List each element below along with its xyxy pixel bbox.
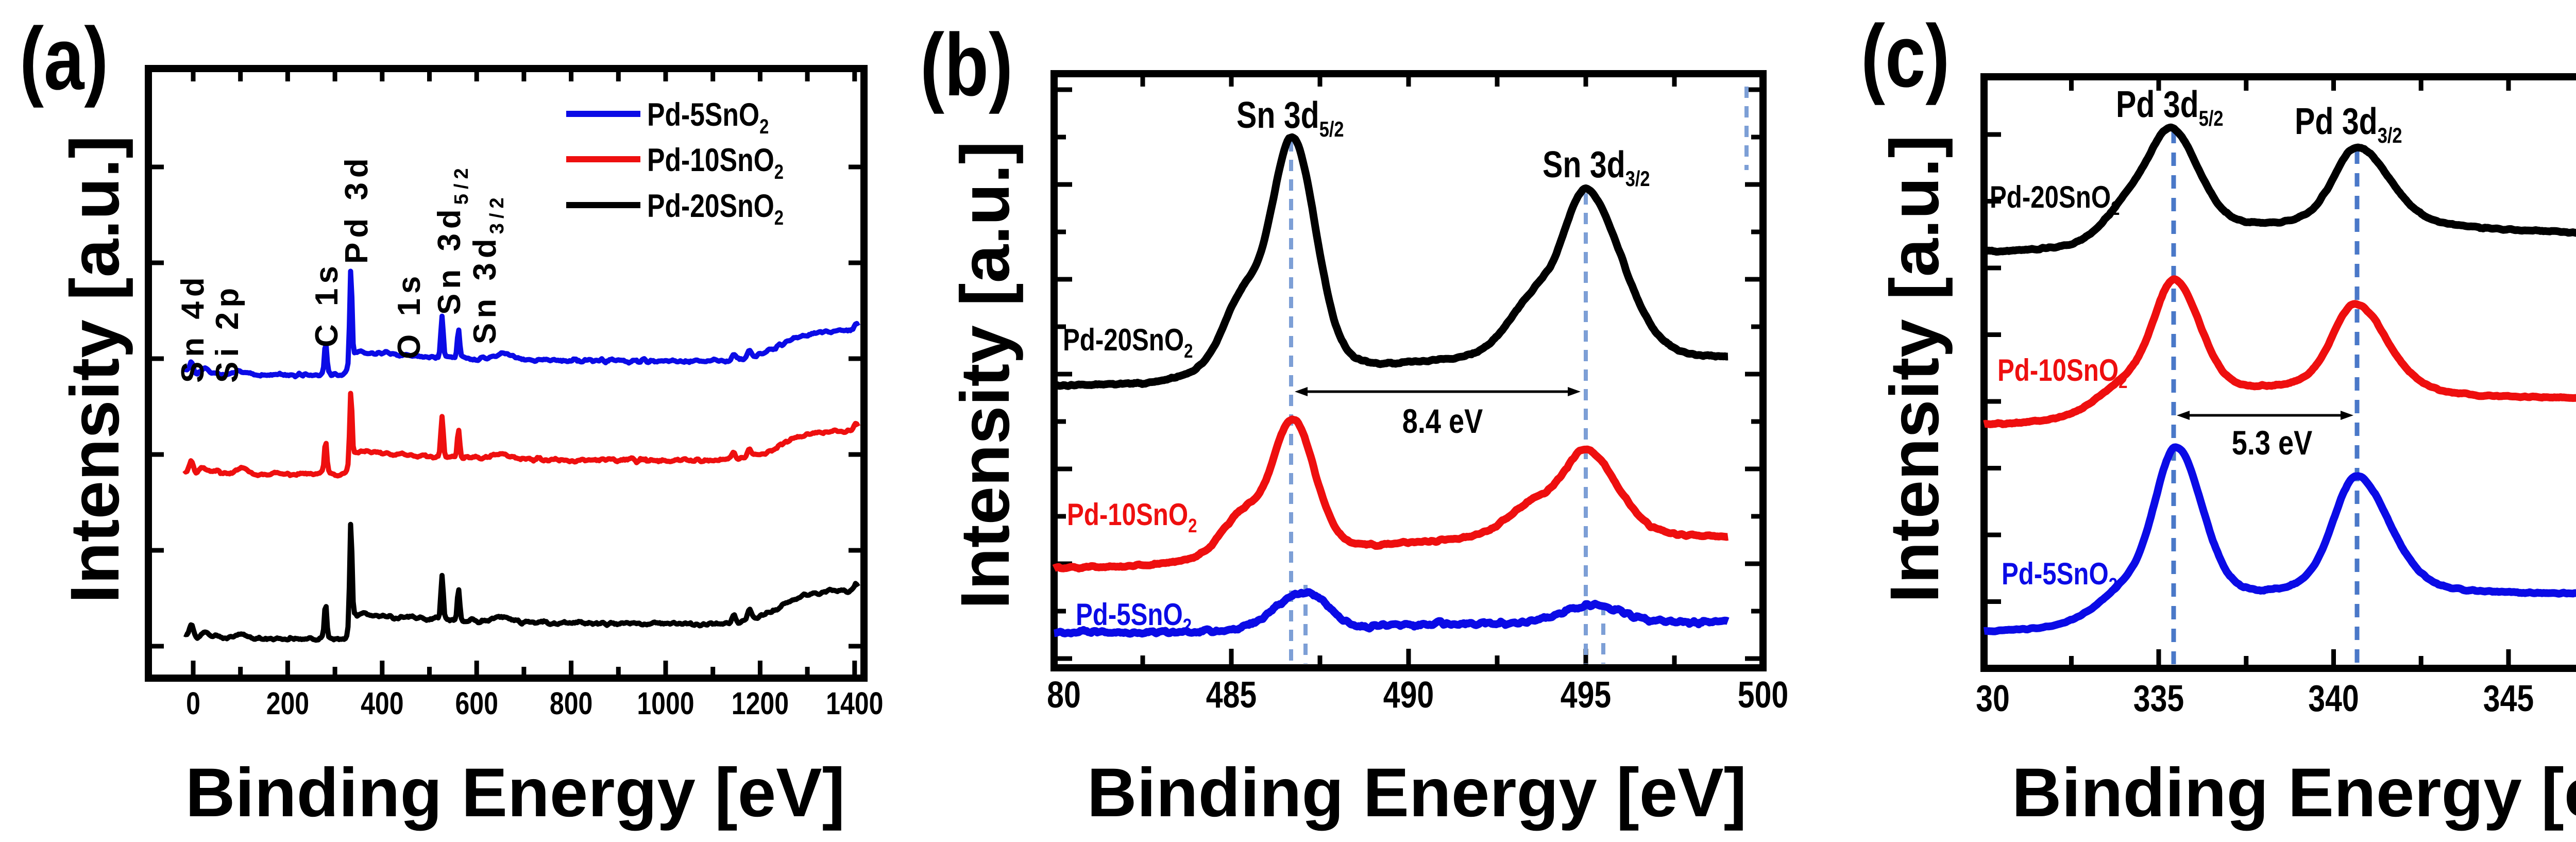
svg-text:800: 800 [550,686,592,721]
svg-text:Intensity [a.u.]: Intensity [a.u.] [57,136,133,603]
svg-text:Sn 3d3/2: Sn 3d3/2 [1543,143,1650,191]
svg-text:8.4 eV: 8.4 eV [1402,402,1483,440]
svg-text:335: 335 [2133,677,2184,719]
svg-text:Binding Energy [eV]: Binding Energy [eV] [1087,754,1747,831]
svg-text:1200: 1200 [732,686,789,721]
svg-text:O 1s: O 1s [392,272,427,359]
svg-text:Pd 3d3/2: Pd 3d3/2 [2295,100,2402,147]
svg-text:30: 30 [1976,677,2010,719]
svg-text:Pd 3d5/2: Pd 3d5/2 [2116,83,2224,130]
svg-text:1000: 1000 [637,686,694,721]
svg-text:600: 600 [455,686,498,721]
svg-text:(b): (b) [920,16,1013,114]
svg-text:0: 0 [186,686,200,721]
svg-text:485: 485 [1206,673,1257,715]
svg-text:Pd-20SnO2: Pd-20SnO2 [1063,322,1193,362]
svg-text:400: 400 [361,686,403,721]
svg-text:(a): (a) [20,10,108,108]
svg-text:Intensity [a.u.]: Intensity [a.u.] [1876,135,1953,603]
svg-text:Intensity [a.u.]: Intensity [a.u.] [947,141,1024,609]
svg-text:Si 2p: Si 2p [210,283,245,383]
svg-text:Pd-5SnO2: Pd-5SnO2 [647,97,769,138]
svg-text:Pd-5SnO2: Pd-5SnO2 [1076,597,1192,636]
svg-text:C 1s: C 1s [309,261,345,347]
svg-text:80: 80 [1047,673,1081,715]
svg-text:Pd 3d: Pd 3d [339,154,375,264]
svg-text:Sn 3d3/2: Sn 3d3/2 [467,193,508,344]
svg-text:345: 345 [2483,677,2534,719]
svg-text:5.3 eV: 5.3 eV [2232,424,2312,462]
svg-text:Pd-10SnO2: Pd-10SnO2 [647,142,784,183]
svg-text:1400: 1400 [826,686,883,721]
svg-text:Binding Energy [eV]: Binding Energy [eV] [2012,754,2576,831]
svg-text:Binding Energy [eV]: Binding Energy [eV] [185,754,845,831]
svg-text:200: 200 [266,686,309,721]
svg-text:Pd-10SnO2: Pd-10SnO2 [1067,497,1197,536]
svg-text:Sn 3d5/2: Sn 3d5/2 [432,163,472,315]
svg-text:490: 490 [1383,673,1434,715]
svg-text:(c): (c) [1861,7,1950,106]
svg-text:Pd-5SnO2: Pd-5SnO2 [2002,556,2117,596]
svg-text:500: 500 [1738,673,1788,715]
svg-text:340: 340 [2308,677,2359,719]
svg-text:495: 495 [1561,673,1611,715]
svg-text:Pd-20SnO2: Pd-20SnO2 [647,188,784,229]
svg-text:Pd-10SnO2: Pd-10SnO2 [1997,352,2127,392]
svg-text:Sn 3d5/2: Sn 3d5/2 [1236,94,1344,141]
svg-text:Sn 4d: Sn 4d [175,273,211,383]
svg-text:Pd-20SnO2: Pd-20SnO2 [1990,179,2120,219]
